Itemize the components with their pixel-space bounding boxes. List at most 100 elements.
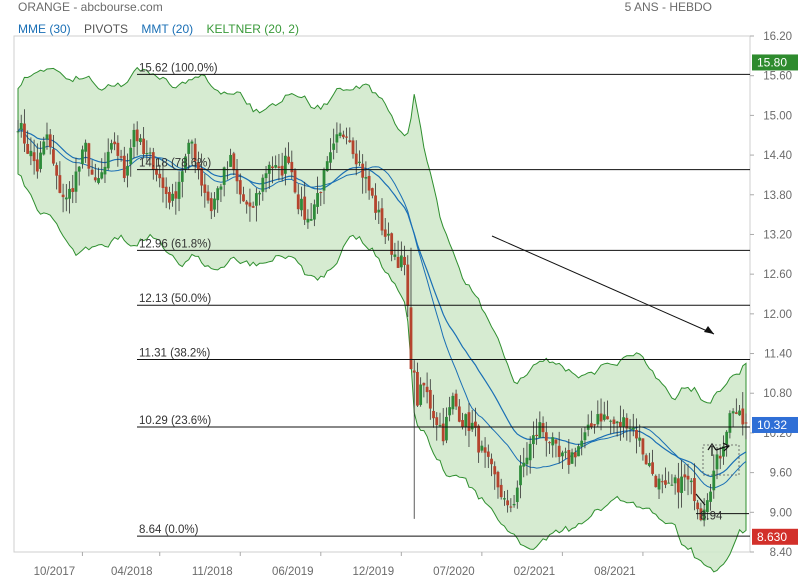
candle-body	[113, 141, 117, 145]
candle-body	[232, 153, 236, 171]
candle-body	[151, 152, 155, 170]
candle-body	[635, 430, 638, 439]
candle-body	[338, 132, 342, 137]
candle-body	[271, 166, 274, 169]
candle-body	[722, 446, 725, 457]
candle-body	[435, 417, 439, 426]
candle-body	[32, 152, 36, 162]
candle-body	[406, 264, 410, 307]
candle-body	[606, 416, 609, 420]
candle-body	[441, 423, 445, 442]
candle-body	[528, 443, 532, 461]
candle-body	[628, 427, 632, 429]
candle-body	[132, 129, 136, 147]
candle-body	[496, 471, 500, 488]
candle-body	[122, 155, 126, 179]
fib-level-label: 12.96 (61.8%)	[139, 238, 211, 250]
candle-body	[274, 165, 278, 168]
candle-body	[71, 188, 75, 193]
candle-body	[364, 177, 368, 179]
candle-body	[187, 142, 191, 154]
candle-body	[129, 147, 133, 165]
candle-body	[490, 458, 493, 465]
candle-body	[583, 432, 587, 441]
candle-body	[319, 192, 323, 194]
candle-body	[738, 410, 741, 416]
candle-body	[135, 129, 139, 142]
candle-body	[689, 480, 693, 483]
candle-body	[454, 393, 458, 407]
y-tick-label: 10.80	[763, 388, 792, 400]
candle-body	[657, 478, 661, 490]
candle-body	[673, 477, 677, 484]
candle-body	[216, 188, 220, 201]
candle-body	[64, 197, 68, 200]
legend-pivots[interactable]: PIVOTS	[84, 22, 129, 36]
candle-body	[531, 435, 535, 445]
y-tick-label: 15.60	[763, 71, 792, 83]
candle-body	[45, 134, 49, 140]
candle-body	[222, 167, 226, 185]
y-tick-label: 14.40	[763, 150, 792, 162]
candle-body	[184, 156, 187, 169]
candle-body	[374, 195, 377, 213]
candle-body	[161, 177, 165, 188]
mmt-20-line	[17, 126, 747, 489]
candle-body	[229, 154, 233, 167]
x-tick-label: 04/2018	[111, 566, 153, 578]
candle-body	[464, 414, 468, 428]
candle-body	[242, 194, 245, 202]
candle-body	[351, 140, 355, 155]
candle-body	[148, 152, 152, 154]
candle-body	[345, 136, 348, 138]
candle-body	[676, 478, 680, 493]
legend-mmt[interactable]: MMT (20)	[141, 22, 194, 36]
candle-body	[84, 142, 88, 152]
candle-body	[567, 450, 571, 465]
candle-body	[718, 455, 722, 459]
legend-keltner[interactable]: KELTNER (20, 2)	[206, 22, 299, 36]
candle-body	[370, 188, 374, 196]
candle-body	[126, 165, 129, 176]
candle-body	[680, 476, 683, 493]
candle-body	[390, 233, 394, 255]
legend-mme[interactable]: MME (30)	[18, 22, 71, 36]
candle-body	[641, 438, 645, 455]
candle-body	[235, 169, 239, 182]
candle-body	[81, 149, 84, 165]
candle-body	[538, 422, 542, 438]
pivot-arrow-down	[695, 493, 706, 506]
candle-body	[699, 508, 703, 521]
candle-body	[609, 420, 613, 422]
fib-level-label: 10.29 (23.6%)	[139, 415, 211, 427]
x-tick-label: 02/2021	[514, 566, 556, 578]
candle-body	[647, 463, 651, 466]
candle-body	[512, 503, 516, 506]
candle-body	[644, 455, 648, 465]
candle-body	[734, 412, 738, 414]
candle-body	[564, 451, 568, 453]
y-tick-label: 12.00	[763, 309, 792, 321]
candle-body	[422, 382, 426, 386]
candle-body	[358, 161, 361, 163]
candle-body	[383, 229, 387, 237]
candle-body	[142, 138, 146, 155]
candle-body	[667, 482, 671, 484]
candle-body	[554, 439, 558, 444]
candle-body	[419, 384, 423, 405]
candle-body	[16, 131, 20, 133]
candle-body	[206, 191, 210, 201]
price-badge	[752, 416, 798, 433]
candle-body	[480, 445, 484, 451]
candle-body	[171, 193, 175, 201]
candle-body	[248, 202, 252, 207]
keltner-band	[17, 66, 747, 573]
candle-body	[213, 198, 216, 210]
candle-body	[55, 165, 59, 176]
candle-body	[702, 509, 706, 521]
price-badge-label: 8.630	[757, 530, 787, 544]
y-tick-label: 16.20	[763, 31, 792, 43]
fib-level-label: 15.62 (100.0%)	[139, 62, 218, 74]
candle-body	[23, 123, 26, 144]
pivot-low-label: 8.94	[700, 510, 723, 522]
